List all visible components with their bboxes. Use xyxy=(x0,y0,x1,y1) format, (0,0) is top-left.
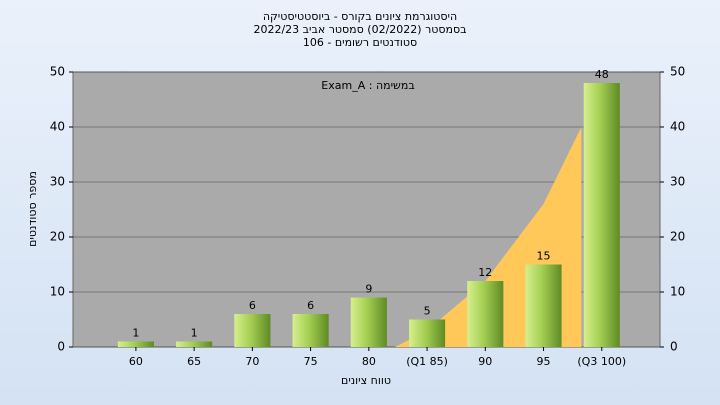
y-axis-label: מספר סטודנטים xyxy=(26,171,39,247)
y-tick-label: 10 xyxy=(50,285,65,299)
x-tick-label: 70 xyxy=(245,355,259,368)
data-label: 1 xyxy=(132,327,139,340)
y2-tick-label: 30 xyxy=(670,175,685,189)
x-tick-label: (Q1 85) xyxy=(406,355,448,368)
data-label: 48 xyxy=(595,68,609,81)
bar xyxy=(525,264,562,347)
y-tick-label: 50 xyxy=(50,65,65,79)
y-tick-label: 30 xyxy=(50,175,65,189)
y2-tick-label: 0 xyxy=(670,340,678,354)
x-tick-label: 90 xyxy=(478,355,492,368)
data-label: 5 xyxy=(424,305,431,318)
bar xyxy=(176,341,213,347)
x-tick-label: 75 xyxy=(304,355,318,368)
data-label: 6 xyxy=(307,299,314,312)
y2-tick-label: 20 xyxy=(670,230,685,244)
chart-subtitle: סטודנטים רשומים - 106 xyxy=(303,36,417,49)
annotation: Exam_A : במשימה xyxy=(321,79,414,92)
x-tick-label: 60 xyxy=(129,355,143,368)
x-tick-label: 95 xyxy=(537,355,551,368)
data-label: 12 xyxy=(478,266,492,279)
data-label: 1 xyxy=(191,327,198,340)
y-tick-label: 20 xyxy=(50,230,65,244)
y-tick-label: 0 xyxy=(57,340,65,354)
x-tick-label: 80 xyxy=(362,355,376,368)
data-label: 15 xyxy=(537,250,551,263)
data-label: 6 xyxy=(249,299,256,312)
bar xyxy=(234,314,271,347)
y2-tick-label: 10 xyxy=(670,285,685,299)
chart-subtitle: בסמסטר (02/2022) סמסטר אביב 2022/23 xyxy=(253,23,466,36)
bar xyxy=(350,297,387,347)
x-tick-label: 65 xyxy=(187,355,201,368)
bar xyxy=(583,83,620,347)
bar xyxy=(467,281,504,347)
x-axis-label: טווח ציונים xyxy=(341,374,391,387)
chart-title: היסטוגרמת ציונים בקורס - ביוסטטיסטיקה xyxy=(263,10,457,23)
y2-tick-label: 40 xyxy=(670,120,685,134)
data-label: 9 xyxy=(365,283,372,296)
bar xyxy=(409,319,446,347)
bar xyxy=(117,341,154,347)
y2-tick-label: 50 xyxy=(670,65,685,79)
x-tick-label: (Q3 100) xyxy=(577,355,626,368)
bar xyxy=(292,314,329,347)
y-tick-label: 40 xyxy=(50,120,65,134)
